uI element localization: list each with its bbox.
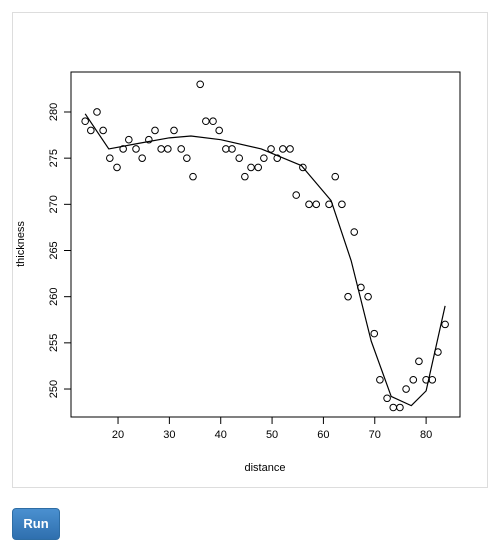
point <box>434 348 442 356</box>
x-tick-label: 80 <box>420 429 432 441</box>
point <box>376 375 384 384</box>
run-button[interactable]: Run <box>12 508 60 540</box>
point <box>215 126 223 135</box>
plot-panel: distance thickness 20 30 40 50 60 70 80 250 255 2… <box>12 12 488 488</box>
point <box>350 228 359 236</box>
plot-frame <box>70 71 461 418</box>
point <box>389 403 398 412</box>
x-tick-label: 40 <box>215 429 227 441</box>
y-tick-label: 255 <box>48 334 60 352</box>
x-tick-label: 30 <box>163 429 175 441</box>
point <box>189 172 197 181</box>
point <box>357 283 365 292</box>
point <box>299 163 307 172</box>
point <box>164 145 172 153</box>
point <box>428 375 437 384</box>
point <box>247 163 255 172</box>
point <box>119 145 127 153</box>
point <box>409 375 418 384</box>
point <box>177 145 185 153</box>
point <box>183 154 191 162</box>
point <box>286 145 294 153</box>
point <box>132 145 140 153</box>
point <box>338 200 346 209</box>
point <box>106 154 114 162</box>
point <box>202 117 210 126</box>
point <box>151 126 159 135</box>
point <box>325 200 333 209</box>
point <box>279 145 287 153</box>
point <box>87 126 95 135</box>
y-axis-label: thickness <box>15 221 27 267</box>
point <box>305 200 313 209</box>
x-tick-label: 20 <box>112 429 124 441</box>
point <box>273 154 282 162</box>
point <box>196 80 204 89</box>
point <box>99 126 107 135</box>
x-tick-label: 50 <box>266 429 278 441</box>
y-tick-label: 275 <box>48 149 60 167</box>
x-tick-label: 60 <box>317 429 329 441</box>
x-tick-label: 70 <box>369 429 381 441</box>
fit-line <box>84 113 446 407</box>
point <box>292 191 301 199</box>
point <box>370 329 379 338</box>
point <box>170 126 178 135</box>
point <box>402 385 410 393</box>
point <box>157 145 165 153</box>
point <box>125 135 133 144</box>
y-tick-label: 265 <box>48 241 60 259</box>
point <box>312 200 321 209</box>
point <box>415 357 423 366</box>
point <box>383 394 391 403</box>
y-tick-label: 250 <box>48 380 60 398</box>
point <box>113 163 121 172</box>
point <box>396 403 404 412</box>
point <box>254 163 263 172</box>
point <box>241 172 249 181</box>
point <box>331 172 340 181</box>
point <box>260 154 268 162</box>
point <box>81 117 89 126</box>
y-tick-label: 280 <box>48 103 60 121</box>
point <box>235 154 244 162</box>
point <box>145 135 153 144</box>
point <box>344 292 352 301</box>
point <box>222 145 230 153</box>
point <box>93 108 101 116</box>
point <box>441 320 449 329</box>
point <box>267 145 275 153</box>
point <box>209 117 217 126</box>
chart: distance thickness 20 30 40 50 60 70 80 250 255 2… <box>15 71 461 474</box>
point <box>138 154 146 162</box>
point <box>364 292 372 301</box>
y-tick-label: 260 <box>48 287 60 305</box>
point <box>228 145 236 153</box>
y-tick-label: 270 <box>48 195 60 213</box>
x-axis-label: distance <box>245 462 286 474</box>
